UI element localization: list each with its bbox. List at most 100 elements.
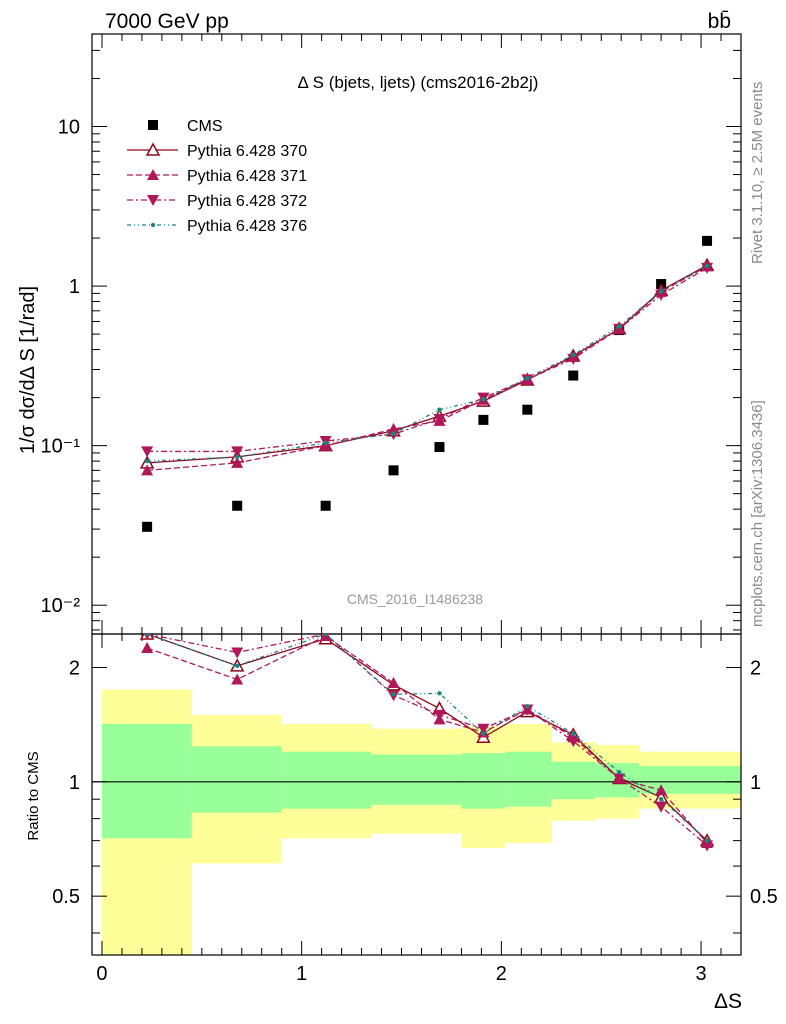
main-point-4-9 <box>658 288 664 294</box>
ratio-point-3-7 <box>571 731 576 736</box>
main-point-3-7 <box>567 353 580 365</box>
green-band-bin-8 <box>639 766 741 794</box>
main-point-4-5 <box>481 397 486 402</box>
legend: CMS Pythia 6.428 370 Pythia 6.428 371 Pythi… <box>127 118 307 235</box>
ratio-point-1-0 <box>141 642 154 654</box>
main-point-0-10 <box>702 235 713 246</box>
main-series-group <box>139 235 715 532</box>
legend-marker-1 <box>145 142 161 156</box>
legend-marker-0 <box>148 120 158 130</box>
main-point-4-3 <box>391 431 396 436</box>
ratio-point-3-4 <box>437 691 442 696</box>
main-y-tick-label: 1 <box>69 276 80 298</box>
ratio-point-2-9 <box>655 801 668 813</box>
main-y-tick-label: 10⁻² <box>41 595 81 617</box>
ratio-y-tick-label-right: 2 <box>750 657 761 679</box>
ratio-uncertainty-bands <box>101 689 741 955</box>
main-point-0-5 <box>478 414 489 425</box>
green-band-bin-6 <box>551 761 596 800</box>
main-point-3-10 <box>701 262 714 274</box>
ratio-point-2-1 <box>231 647 244 659</box>
green-band-bin-4 <box>461 753 506 809</box>
legend-label-3: Pythia 6.428 372 <box>187 193 307 210</box>
main-series-1 <box>139 257 715 469</box>
main-series-line-2 <box>147 265 708 472</box>
main-point-0-4 <box>434 442 445 453</box>
main-point-0-2 <box>320 500 331 511</box>
ratio-point-3-2 <box>323 634 328 637</box>
ratio-point-3-8 <box>616 770 622 775</box>
ratio-y-axis-label: Ratio to CMS <box>25 751 42 840</box>
ratio-point-1-9 <box>655 784 668 796</box>
main-point-2-1 <box>231 456 244 468</box>
ratio-point-3-6 <box>525 704 530 709</box>
ratio-series-group <box>139 634 715 852</box>
main-point-3-1 <box>231 446 244 458</box>
main-series-0 <box>142 235 713 532</box>
main-point-0-3 <box>388 465 399 476</box>
ratio-y-tick-label-left: 0.5 <box>52 886 80 908</box>
legend-label-4: Pythia 6.428 376 <box>187 218 307 235</box>
main-y-tick-label: 10⁻¹ <box>41 436 81 458</box>
ratio-point-2-10 <box>701 840 714 852</box>
legend-marker-2 <box>147 169 159 180</box>
ratio-point-2-4 <box>433 709 446 721</box>
main-point-3-4 <box>433 413 446 425</box>
main-point-4-8 <box>616 324 622 329</box>
ratio-point-3-5 <box>481 731 486 736</box>
ratio-point-2-0 <box>143 634 151 640</box>
analysis-watermark: CMS_2016_I1486238 <box>347 591 483 607</box>
main-point-0-6 <box>522 404 533 415</box>
main-series-4 <box>144 263 710 464</box>
x-axis-ticks: 0 1 2 3 <box>96 34 722 985</box>
main-point-4-6 <box>525 375 530 381</box>
main-series-line-3 <box>147 267 708 453</box>
ratio-y-axis-ticks: 0.5 0.5 1 1 2 2 <box>52 657 778 934</box>
x-tick-label: 1 <box>296 963 307 985</box>
main-y-axis-ticks: 10⁻² 10⁻¹ 1 10 <box>41 49 741 631</box>
ratio-point-1-3 <box>387 677 400 689</box>
main-point-4-1 <box>234 454 240 460</box>
ratio-point-3-1 <box>234 663 240 669</box>
ratio-point-2-7 <box>567 736 580 748</box>
ratio-point-2-6 <box>521 704 534 716</box>
main-series-2 <box>141 260 714 476</box>
legend-marker-3 <box>147 195 159 206</box>
ratio-plot-frame <box>91 633 742 956</box>
main-chart-title: Δ S (bjets, ljets) (cms2016-2b2j) <box>298 73 539 92</box>
main-point-4-2 <box>323 440 328 446</box>
green-band-bin-2 <box>281 751 372 809</box>
main-point-4-4 <box>437 407 442 412</box>
legend-marker-4 <box>150 222 156 228</box>
main-y-tick-label: 10 <box>58 117 80 139</box>
ratio-point-3-0 <box>144 634 150 637</box>
process-label: bb̄ <box>708 10 731 33</box>
ratio-y-tick-label-right: 0.5 <box>750 886 778 908</box>
main-series-line-4 <box>147 265 708 462</box>
x-tick-label: 2 <box>496 963 507 985</box>
ratio-point-1-1 <box>231 673 244 685</box>
main-point-4-7 <box>571 352 576 358</box>
x-tick-label: 3 <box>695 963 706 985</box>
ratio-point-2-8 <box>613 773 626 785</box>
ratio-point-2-5 <box>477 723 490 735</box>
main-series-line-1 <box>147 264 708 464</box>
ratio-point-3-10 <box>704 838 710 843</box>
legend-label-2: Pythia 6.428 371 <box>187 168 307 185</box>
legend-label-1: Pythia 6.428 370 <box>187 143 307 160</box>
legend-label-0: CMS <box>187 118 223 135</box>
green-band-bin-5 <box>505 751 552 807</box>
ratio-y-tick-label-right: 1 <box>750 772 761 794</box>
main-point-0-7 <box>568 370 579 381</box>
main-point-3-0 <box>141 446 154 458</box>
ratio-point-3-3 <box>391 692 396 697</box>
main-point-3-8 <box>613 323 626 335</box>
main-point-2-0 <box>141 464 154 476</box>
main-point-4-0 <box>144 458 150 464</box>
green-band-bin-1 <box>191 746 282 813</box>
main-point-3-9 <box>655 289 668 301</box>
ratio-y-tick-label-left: 2 <box>69 657 80 679</box>
mcplots-label: mcplots.cern.ch [arXiv:1306.3436] <box>749 400 766 627</box>
ratio-y-tick-label-left: 1 <box>69 772 80 794</box>
